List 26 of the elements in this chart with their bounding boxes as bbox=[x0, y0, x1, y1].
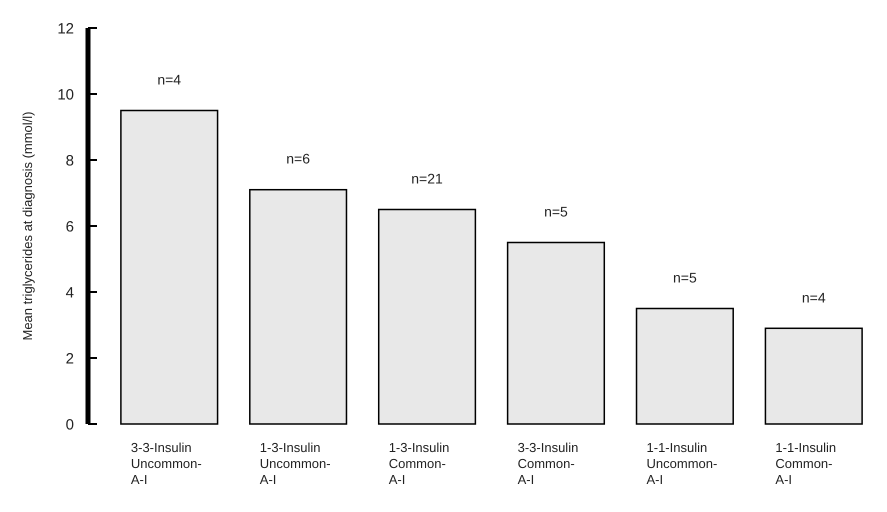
bar bbox=[636, 308, 734, 425]
annotation: n=4 bbox=[802, 289, 826, 306]
annotation: n=21 bbox=[411, 170, 444, 186]
y-tick-label: 8 bbox=[66, 152, 74, 170]
y-tick-label: 6 bbox=[66, 218, 74, 236]
annotation: n=4 bbox=[157, 72, 182, 88]
y-tick-label: 4 bbox=[66, 284, 74, 302]
bar bbox=[378, 208, 476, 425]
bar bbox=[249, 188, 348, 425]
bar bbox=[506, 242, 606, 425]
y-axis-title: Mean triglycerides at diagnosis (mmol/l) bbox=[20, 111, 35, 341]
bar bbox=[120, 110, 218, 425]
x-tick-label: 1-3-Insulin Common- A-I bbox=[388, 440, 450, 487]
annotation: n=5 bbox=[544, 204, 568, 220]
y-tick-label: 2 bbox=[66, 350, 74, 368]
bar bbox=[764, 328, 863, 425]
annotation: n=6 bbox=[286, 150, 310, 167]
x-tick-label: 3-3-Insulin Uncommon- A-I bbox=[130, 440, 202, 487]
y-tick-label: 0 bbox=[66, 416, 74, 434]
annotation: n=5 bbox=[672, 270, 697, 286]
x-tick-label: 3-3-Insulin Common- A-I bbox=[518, 440, 578, 487]
x-tick-label: 1-1-Insulin Uncommon- A-I bbox=[646, 440, 718, 487]
x-tick-label: 1-3-Insulin Uncommon- A-I bbox=[260, 440, 331, 487]
x-tick-label: 1-1-Insulin Common- A-I bbox=[775, 440, 836, 487]
y-tick-label: 12 bbox=[57, 20, 74, 38]
y-tick-label: 10 bbox=[57, 86, 74, 104]
